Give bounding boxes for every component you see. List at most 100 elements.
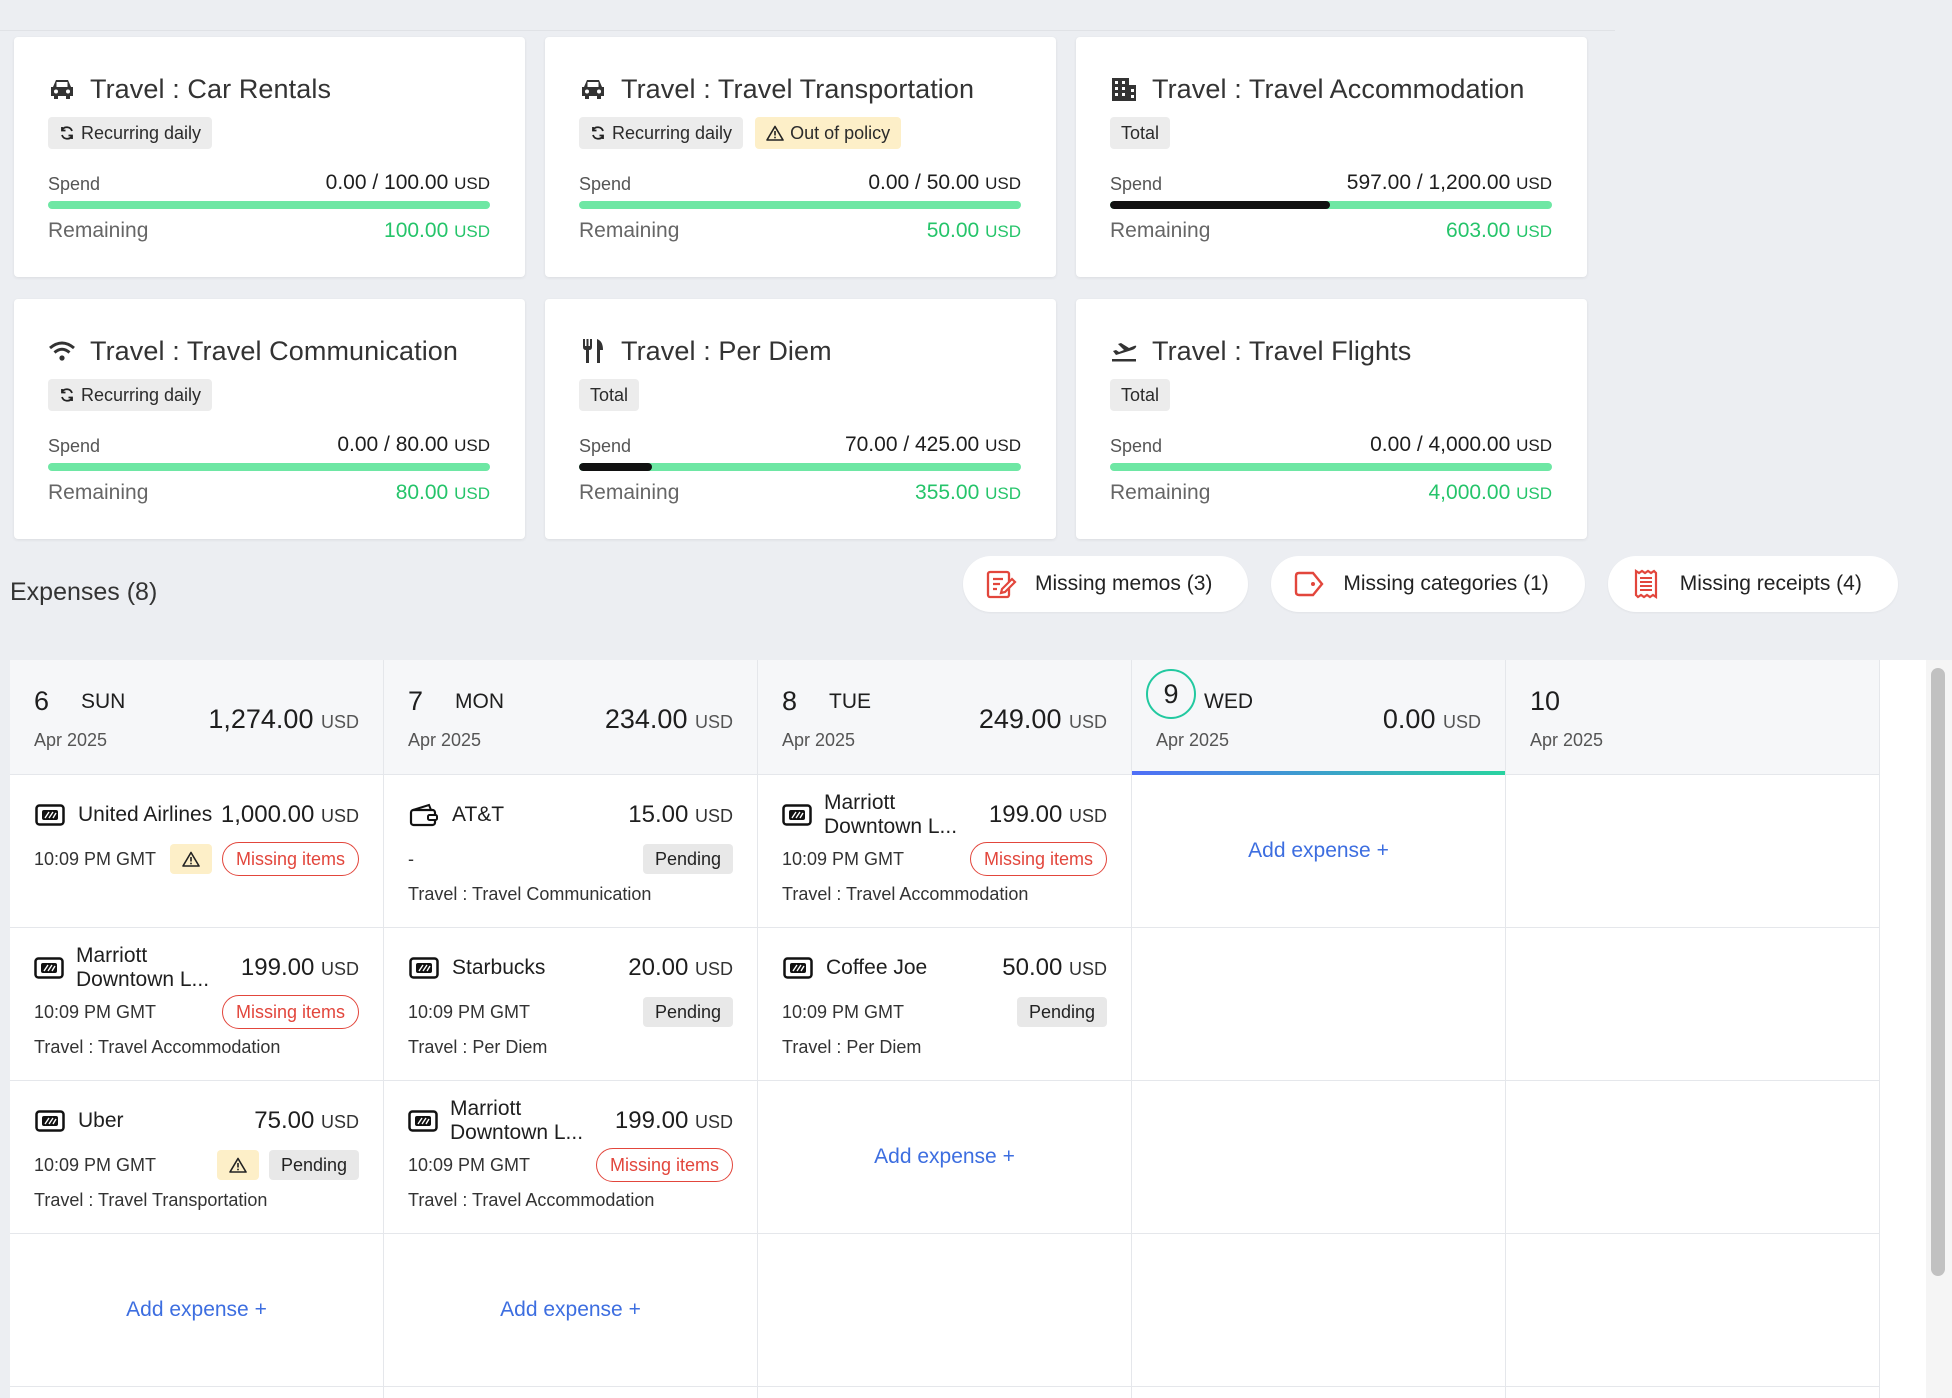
- filter-tag[interactable]: Missing categories (1): [1271, 556, 1585, 612]
- add-expense-slot[interactable]: Add expense +: [384, 1234, 757, 1387]
- currency-unit: USD: [1068, 806, 1107, 826]
- tag-label: Recurring daily: [81, 384, 202, 405]
- wallet-icon: [408, 803, 440, 827]
- policy-card[interactable]: Travel : Travel Flights Total Spend 0.00 / …: [1076, 299, 1587, 539]
- receipt-icon: [1630, 568, 1662, 600]
- remaining-value: 603.00 USD: [1446, 219, 1552, 243]
- remaining-row: Remaining 50.00 USD: [579, 217, 1021, 245]
- currency-unit: USD: [320, 1112, 359, 1132]
- spend-progress-bar: [1110, 201, 1552, 209]
- filter-label: Missing memos (3): [1035, 572, 1213, 595]
- expense-mid-row: - Pending: [408, 842, 733, 876]
- expense-item[interactable]: Marriott Downtown L... 199.00 USD 10:09 PM…: [758, 775, 1131, 928]
- day-column: 6 SUN Apr 2025 1,274.00 USD United Airlines 1…: [10, 660, 384, 1398]
- currency-unit: USD: [320, 712, 359, 732]
- expense-time: -: [408, 848, 414, 869]
- expense-time: 10:09 PM GMT: [782, 848, 905, 869]
- expense-badges: Pending: [1016, 997, 1107, 1027]
- day-header: 9 WED Apr 2025 0.00 USD: [1132, 660, 1505, 775]
- spend-amount: 70.00 / 425.00: [844, 433, 980, 456]
- spend-amount: 0.00 / 80.00: [337, 433, 449, 456]
- day-column: 10 Apr 2025: [1506, 660, 1880, 1398]
- expense-top-row: Uber 75.00 USD: [34, 1106, 359, 1136]
- today-indicator: [1132, 771, 1505, 775]
- filter-receipt[interactable]: Missing receipts (4): [1607, 556, 1898, 612]
- policy-card[interactable]: Travel : Per Diem Total Spend 70.00 / 425.0…: [545, 299, 1056, 539]
- expense-item[interactable]: AT&T 15.00 USD - Pending Travel : Travel Com…: [384, 775, 757, 928]
- policy-card-header: Travel : Travel Accommodation: [1110, 71, 1552, 107]
- day-column: 8 TUE Apr 2025 249.00 USD Marriott Downtown …: [758, 660, 1132, 1398]
- expense-item[interactable]: Marriott Downtown L... 199.00 USD 10:09 PM…: [10, 928, 383, 1081]
- expense-time: 10:09 PM GMT: [34, 1001, 157, 1022]
- policy-title: Travel : Car Rentals: [90, 73, 332, 104]
- add-expense-button[interactable]: Add expense +: [874, 1145, 1015, 1168]
- day-total-amount: 234.00: [604, 704, 688, 734]
- recurring-icon: [59, 125, 75, 141]
- spend-value: 0.00 / 50.00 USD: [868, 171, 1021, 195]
- spend-row: Spend 0.00 / 4,000.00 USD: [1110, 431, 1552, 457]
- expense-category: Travel : Travel Communication: [408, 884, 652, 904]
- currency-unit: USD: [694, 712, 733, 732]
- day-month: Apr 2025: [1156, 730, 1230, 750]
- policy-card[interactable]: Travel : Travel Transportation Recurring …: [545, 37, 1056, 277]
- day-total: 1,274.00 USD: [208, 704, 359, 735]
- spend-row: Spend 0.00 / 50.00 USD: [579, 169, 1021, 195]
- expense-amount-value: 1,000.00: [220, 801, 315, 828]
- expense-amount-value: 199.00: [614, 1107, 689, 1134]
- expenses-title: Expenses (8): [10, 578, 158, 606]
- expense-category: Travel : Travel Transportation: [34, 1190, 268, 1210]
- spend-amount: 0.00 / 100.00: [325, 171, 449, 194]
- add-expense-button[interactable]: Add expense +: [500, 1298, 641, 1321]
- expense-calendar: 6 SUN Apr 2025 1,274.00 USD United Airlines 1…: [10, 660, 1950, 1398]
- remaining-value: 100.00 USD: [384, 219, 490, 243]
- filter-memo[interactable]: Missing memos (3): [963, 556, 1249, 612]
- expense-top-row: Marriott Downtown L... 199.00 USD: [408, 1097, 733, 1144]
- expense-item[interactable]: Marriott Downtown L... 199.00 USD 10:09 PM…: [384, 1081, 757, 1234]
- remaining-amount: 80.00: [395, 481, 449, 504]
- expense-item[interactable]: Starbucks 20.00 USD 10:09 PM GMT Pending Tra…: [384, 928, 757, 1081]
- currency-unit: USD: [454, 484, 490, 503]
- expense-item[interactable]: Uber 75.00 USD 10:09 PM GMT Pending Travel :…: [10, 1081, 383, 1234]
- day-header: 8 TUE Apr 2025 249.00 USD: [758, 660, 1131, 775]
- currency-unit: USD: [985, 436, 1021, 455]
- scrollbar-thumb[interactable]: [1931, 668, 1945, 1276]
- car-icon: [48, 75, 76, 103]
- currency-unit: USD: [985, 174, 1021, 193]
- policy-card[interactable]: Travel : Travel Communication Recurring d…: [14, 299, 525, 539]
- plane-takeoff-icon: [1110, 337, 1138, 365]
- day-total: 0.00 USD: [1383, 704, 1481, 735]
- policy-title: Travel : Travel Flights: [1152, 335, 1412, 366]
- expense-amount-value: 199.00: [240, 954, 315, 981]
- remaining-label: Remaining: [1110, 219, 1211, 242]
- total-tag: Total: [579, 379, 640, 411]
- expense-item[interactable]: Coffee Joe 50.00 USD 10:09 PM GMT Pending Tr…: [758, 928, 1131, 1081]
- policy-card[interactable]: Travel : Car Rentals Recurring daily Spend…: [14, 37, 525, 277]
- policy-card[interactable]: Travel : Travel Accommodation Total Spend 5…: [1076, 37, 1587, 277]
- policy-title: Travel : Travel Transportation: [621, 73, 975, 104]
- expense-time: 10:09 PM GMT: [408, 1154, 531, 1175]
- spend-progress-fill: [579, 463, 652, 471]
- policy-card-header: Travel : Travel Communication: [48, 333, 490, 369]
- day-total-amount: 249.00: [978, 704, 1062, 734]
- currency-unit: USD: [1516, 174, 1552, 193]
- day-total-amount: 0.00: [1382, 704, 1436, 734]
- add-expense-button[interactable]: Add expense +: [1248, 839, 1389, 862]
- add-expense-slot[interactable]: Add expense +: [1132, 775, 1505, 928]
- add-expense-slot[interactable]: Add expense +: [10, 1234, 383, 1387]
- add-expense-slot[interactable]: Add expense +: [758, 1081, 1131, 1234]
- spend-label: Spend: [579, 436, 632, 456]
- expense-item[interactable]: United Airlines 1,000.00 USD 10:09 PM GMT M…: [10, 775, 383, 928]
- tag-label: Recurring daily: [81, 122, 202, 143]
- merchant-name: Marriott Downtown L...: [76, 944, 210, 991]
- policy-tags: Total: [1110, 379, 1552, 411]
- remaining-value: 355.00 USD: [915, 481, 1021, 505]
- day-number: 6: [34, 686, 50, 716]
- expense-amount-value: 50.00: [1002, 954, 1063, 981]
- day-header: 7 MON Apr 2025 234.00 USD: [384, 660, 757, 775]
- spend-row: Spend 0.00 / 80.00 USD: [48, 431, 490, 457]
- tag-label: Total: [590, 384, 629, 405]
- expense-mid-row: 10:09 PM GMT Pending: [408, 995, 733, 1029]
- add-expense-button[interactable]: Add expense +: [126, 1298, 267, 1321]
- day-number: 9: [1146, 669, 1196, 719]
- expense-amount: 50.00 USD: [1002, 954, 1107, 982]
